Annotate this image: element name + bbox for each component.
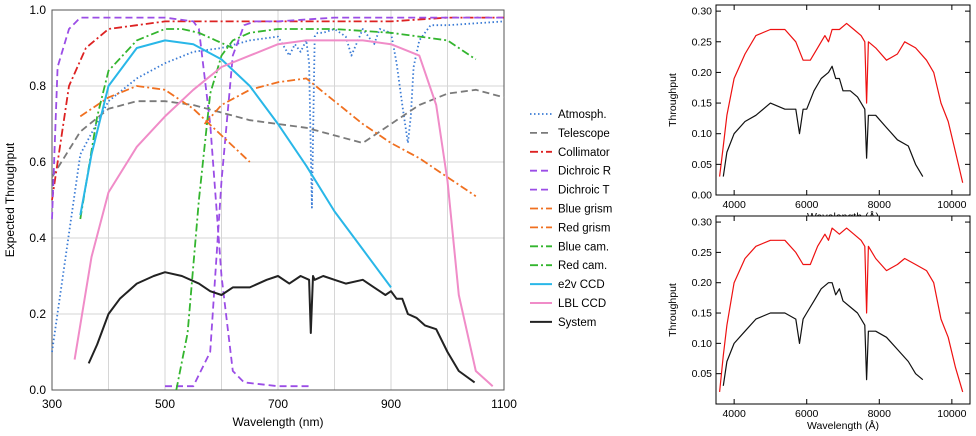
- x-tick-label: 900: [381, 397, 401, 411]
- panel-2-series-0: [719, 227, 964, 393]
- panel-y-tick-label: 0.05: [692, 368, 713, 380]
- legend-label-8: Red cam.: [558, 260, 607, 272]
- y-tick-label: 0.4: [29, 231, 46, 245]
- panel-x-axis-label: Wavelength (Å): [807, 419, 879, 432]
- legend-label-10: LBL CCD: [558, 298, 606, 310]
- panel-y-axis-label: Throughput: [667, 283, 679, 337]
- legend-label-11: System: [558, 317, 596, 329]
- series-line-7: [79, 28, 234, 220]
- panel-x-tick-label: 8000: [868, 199, 892, 211]
- series-line-3: [165, 16, 504, 388]
- legend-label-5: Blue grism: [558, 204, 612, 216]
- panel-x-tick-label: 4000: [722, 408, 746, 420]
- y-tick-label: 1.0: [29, 3, 46, 17]
- panel-y-tick-label: 0.05: [692, 159, 713, 171]
- legend-label-3: Dichroic R: [558, 166, 611, 178]
- panel-y-tick-label: 0.15: [692, 98, 713, 110]
- legend-label-4: Dichroic T: [558, 185, 610, 197]
- legend-label-7: Blue cam.: [558, 241, 609, 253]
- panel-frame-2: [715, 215, 971, 405]
- legend-label-0: Atmosph.: [558, 109, 607, 121]
- series-line-5: [79, 85, 251, 163]
- y-tick-label: 0.0: [29, 383, 46, 397]
- y-tick-label: 0.2: [29, 307, 46, 321]
- panel-frame-1: [715, 4, 971, 196]
- legend-label-2: Collimator: [558, 147, 610, 159]
- x-tick-label: 700: [268, 397, 288, 411]
- panel-y-axis-label: Throughput: [667, 73, 679, 127]
- panel-2-series-1: [722, 282, 924, 386]
- legend-label-6: Red grism: [558, 222, 610, 234]
- y-tick-label: 0.8: [29, 79, 46, 93]
- series-line-11: [87, 271, 476, 384]
- x-axis-label: Wavelength (nm): [233, 415, 324, 429]
- series-line-10: [73, 39, 494, 387]
- series-line-0: [51, 20, 505, 353]
- x-tick-label: 1100: [491, 397, 517, 411]
- panel-x-tick-label: 10000: [937, 408, 966, 420]
- panel-x-tick-label: 4000: [722, 199, 746, 211]
- panel-x-tick-label: 10000: [937, 199, 966, 211]
- series-line-9: [79, 39, 392, 288]
- legend-label-1: Telescope: [558, 128, 610, 140]
- panel-x-tick-label: 8000: [868, 408, 892, 420]
- panel-y-tick-label: 0.10: [692, 128, 713, 140]
- series-line-2: [51, 16, 504, 201]
- series-line-6: [203, 77, 477, 197]
- panel-y-tick-label: 0.00: [692, 190, 713, 202]
- panel-y-tick-label: 0.30: [692, 217, 713, 229]
- panel-y-tick-label: 0.10: [692, 338, 713, 350]
- panel-1-series-0: [719, 22, 964, 183]
- y-tick-label: 0.6: [29, 155, 46, 169]
- legend-label-9: e2v CCD: [558, 279, 605, 291]
- panel-y-tick-label: 0.15: [692, 308, 713, 320]
- x-tick-label: 300: [42, 397, 62, 411]
- y-axis-label: Expected Throughput: [3, 142, 17, 257]
- series-line-4: [51, 16, 312, 388]
- panel-y-tick-label: 0.25: [692, 247, 713, 259]
- panel-1-series-1: [722, 65, 924, 177]
- x-tick-label: 500: [155, 397, 175, 411]
- panel-x-tick-label: 6000: [795, 408, 819, 420]
- panel-y-tick-label: 0.30: [692, 6, 713, 18]
- panel-y-tick-label: 0.20: [692, 277, 713, 289]
- panel-y-tick-label: 0.25: [692, 36, 713, 48]
- panel-x-tick-label: 6000: [795, 199, 819, 211]
- panel-y-tick-label: 0.20: [692, 67, 713, 79]
